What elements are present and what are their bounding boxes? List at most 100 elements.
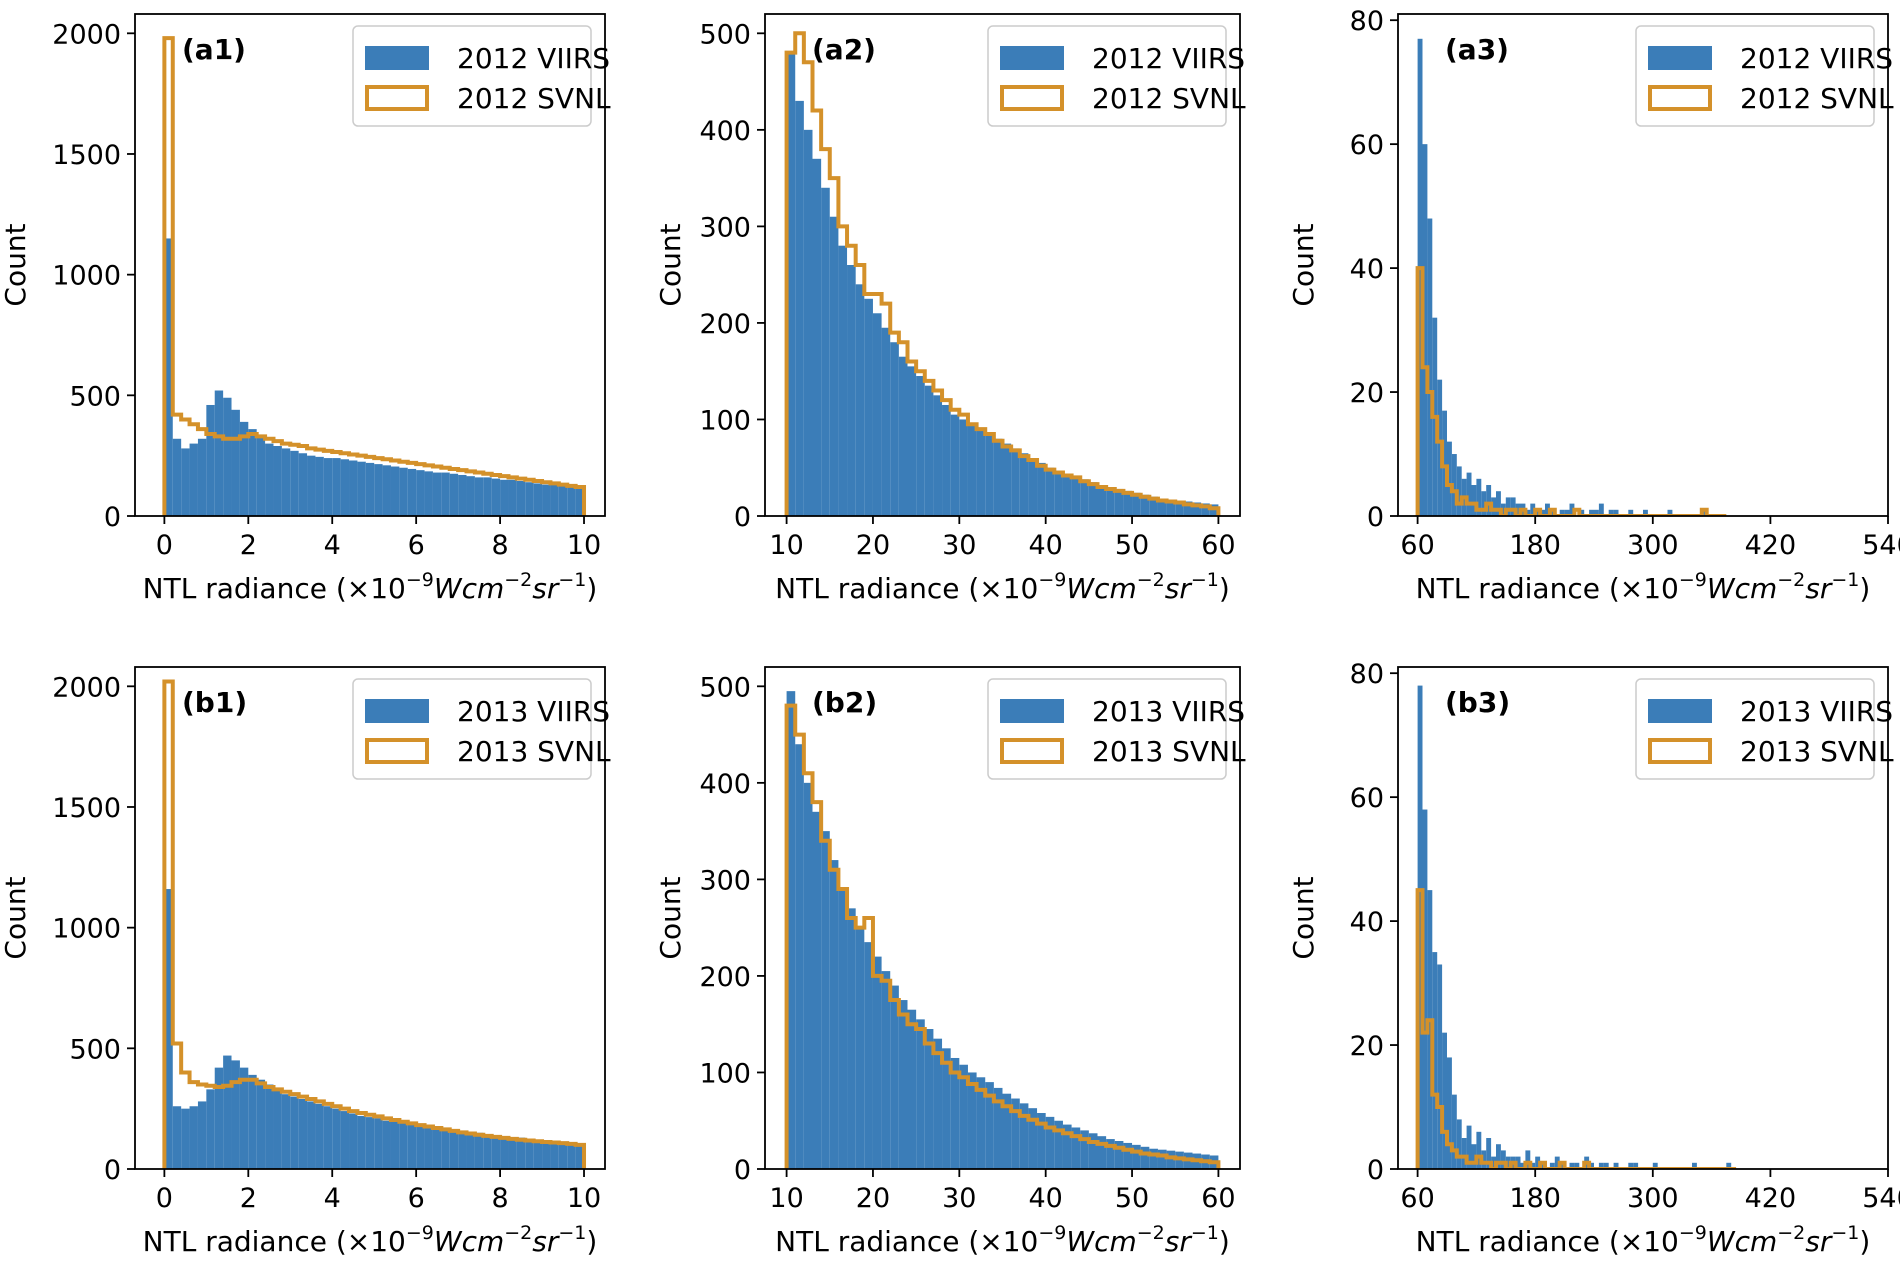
viirs-bar [508,479,517,516]
x-axis-label: NTL radiance (×10−9Wcm−2sr−1) [143,569,598,605]
viirs-bar [256,436,266,516]
viirs-bar [1097,485,1107,516]
x-tick-label: 300 [1627,530,1679,561]
viirs-bar [907,1009,917,1169]
viirs-bar [1062,1124,1072,1169]
y-tick-label: 500 [69,381,121,412]
viirs-bar [265,443,274,516]
axes-frame [1397,13,1889,517]
y-tick-label: 500 [69,1034,121,1065]
x-tick-label: 8 [491,1183,508,1214]
viirs-bar [181,1108,190,1169]
viirs-bar [942,404,951,516]
viirs-bar [307,455,316,516]
viirs-bar [1201,503,1210,516]
viirs-bar [1442,1032,1447,1169]
viirs-bar [172,438,182,516]
viirs-bar [1692,1162,1697,1169]
viirs-bar [1540,1162,1545,1169]
viirs-bar [864,298,873,516]
x-tick-label: 8 [491,530,508,561]
y-tick-label: 20 [1350,378,1384,409]
viirs-bar [967,424,977,516]
legend-label-viirs: 2012 VIIRS [1092,42,1245,75]
viirs-bar [950,414,960,516]
viirs-bar [1045,467,1055,516]
viirs-bar [1132,492,1141,516]
viirs-bar [1598,1162,1604,1169]
viirs-bar [432,472,442,516]
x-tick-label: 4 [324,530,341,561]
viirs-bar [206,1089,215,1169]
legend-swatch-svnl [365,85,429,111]
viirs-bar [500,1136,509,1169]
viirs-bar [890,342,899,516]
viirs-bar [812,158,822,516]
viirs-bar [933,1038,943,1169]
viirs-bar [298,453,308,516]
viirs-bar [340,1111,350,1169]
y-tick-label: 100 [699,405,751,436]
viirs-bar [1628,509,1634,516]
x-axis-label: NTL radiance (×10−9Wcm−2sr−1) [143,1222,598,1258]
y-tick-label: 1500 [52,140,121,171]
viirs-bar [942,1048,951,1169]
viirs-bar [424,1126,433,1169]
viirs-bar [1569,1162,1575,1169]
viirs-bar [1106,1139,1115,1169]
viirs-bar [1011,448,1020,516]
viirs-bar [1579,509,1585,516]
viirs-bar [223,397,232,516]
panel-label: (a3) [1445,33,1509,66]
x-tick-label: 0 [156,530,173,561]
panel-label: (b2) [812,686,877,719]
viirs-bar [933,395,943,516]
x-tick-label: 2 [240,1183,257,1214]
viirs-bar [1476,1131,1482,1169]
viirs-bar [1097,1136,1107,1169]
legend-swatch-viirs [1648,699,1712,723]
viirs-bar [1496,1144,1501,1169]
viirs-bar [390,466,400,516]
viirs-bar [1500,1150,1506,1169]
viirs-bar [374,1118,383,1169]
viirs-bar [1643,509,1648,516]
viirs-bar [1028,458,1038,516]
viirs-bar [172,1106,182,1169]
viirs-bar [1510,497,1516,516]
viirs-bar [1157,1149,1167,1169]
viirs-bar [1481,491,1487,516]
viirs-bar [197,1101,207,1169]
viirs-bar [1476,478,1482,516]
viirs-bar [1123,490,1133,516]
viirs-bar [281,1094,291,1169]
viirs-bar [474,477,484,516]
y-tick-label: 0 [104,502,121,533]
svnl-step-line [784,703,1221,1169]
x-axis-label: NTL radiance (×10−9Wcm−2sr−1) [775,569,1230,605]
viirs-bar [993,1087,1003,1169]
x-tick-label: 50 [1115,530,1149,561]
viirs-bar [508,1137,517,1169]
viirs-bar [1505,497,1511,516]
viirs-bar [1149,496,1158,516]
viirs-bar [1456,466,1462,516]
viirs-bar [1451,454,1457,516]
viirs-bar [916,1019,925,1169]
viirs-bar [1037,1113,1046,1169]
viirs-bar [1491,497,1496,516]
viirs-bar [189,443,198,516]
viirs-bar [898,356,908,516]
viirs-bar [525,1138,534,1169]
viirs-bar [803,129,813,516]
viirs-bar [1447,441,1452,516]
legend: 2013 VIIRS 2013 SVNL [352,678,611,780]
panel-b1: 0 2 4 6 8 10 0 500 1000 1500 2000 Count NTL radiance… [0,666,611,1258]
viirs-bar [950,1057,960,1169]
x-tick-label: 60 [1400,1183,1434,1214]
viirs-bar [1028,1108,1038,1169]
viirs-bar [1157,498,1167,516]
x-tick-label: 20 [856,530,890,561]
viirs-bar [516,481,526,516]
